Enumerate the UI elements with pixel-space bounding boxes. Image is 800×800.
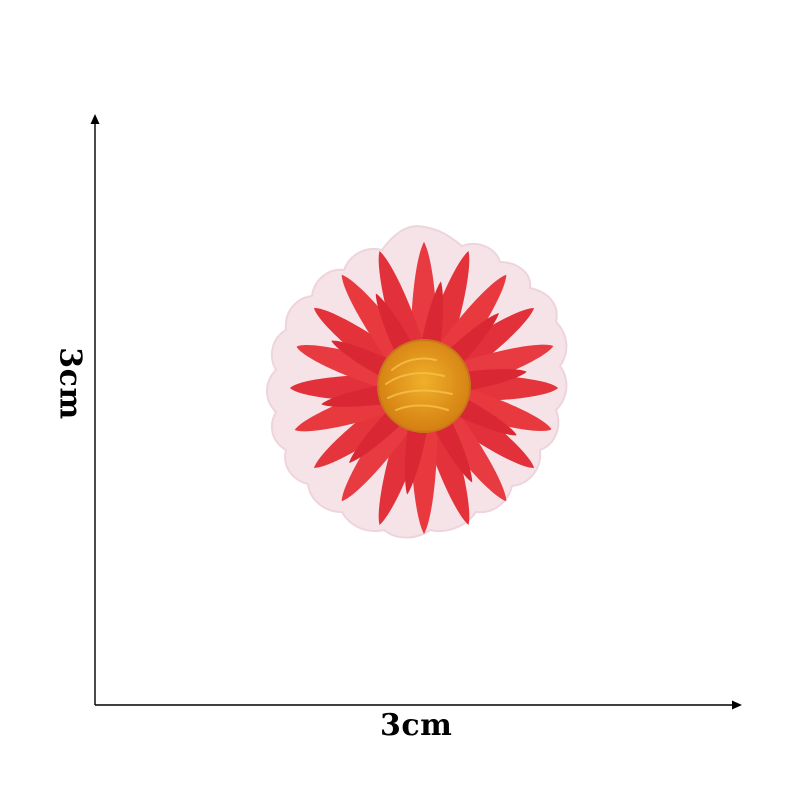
flower-center: [377, 339, 471, 433]
horizontal-dimension-arrow: [95, 700, 742, 710]
vertical-dimension-arrow: [90, 114, 100, 705]
height-label: 3cm: [52, 347, 88, 420]
width-label: 3cm: [380, 708, 453, 743]
flower-patch: [266, 224, 568, 539]
